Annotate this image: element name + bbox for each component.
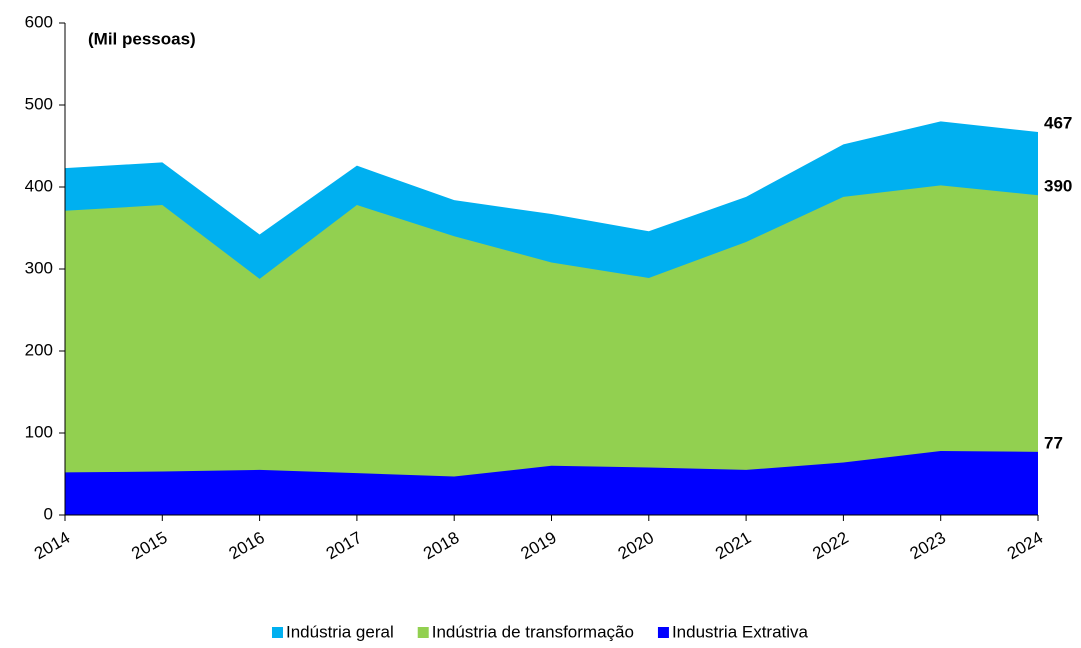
legend-swatch: [657, 627, 669, 638]
legend-swatch: [417, 627, 429, 638]
x-tick-label: 2020: [615, 528, 657, 563]
area: [65, 451, 1038, 515]
data-label: 390: [1044, 177, 1072, 196]
y-tick-label: 100: [25, 422, 53, 441]
legend-swatch: [271, 627, 283, 638]
x-tick-label: 2017: [323, 528, 365, 563]
x-tick-label: 2015: [128, 528, 170, 563]
x-tick-label: 2023: [907, 528, 949, 563]
area: [65, 185, 1038, 516]
legend-label: Indústria geral: [286, 622, 394, 641]
unit-annotation: (Mil pessoas): [88, 29, 196, 48]
x-tick-label: 2024: [1004, 528, 1046, 563]
y-tick-label: 0: [44, 504, 53, 523]
x-tick-label: 2021: [712, 528, 754, 563]
y-tick-label: 500: [25, 94, 53, 113]
legend-label: Industria Extrativa: [672, 622, 809, 641]
x-tick-label: 2014: [31, 528, 73, 563]
y-tick-label: 400: [25, 176, 53, 195]
x-tick-label: 2019: [517, 528, 559, 563]
y-tick-label: 600: [25, 12, 53, 31]
x-tick-label: 2016: [226, 528, 268, 563]
y-tick-label: 200: [25, 340, 53, 359]
data-label: 467: [1044, 114, 1072, 133]
legend-label: Indústria de transformação: [432, 622, 634, 641]
legend: Indústria geral Indústria de transformaçã…: [271, 622, 809, 641]
x-tick-label: 2018: [420, 528, 462, 563]
y-tick-label: 300: [25, 258, 53, 277]
x-tick-label: 2022: [809, 528, 851, 563]
data-label: 77: [1044, 433, 1063, 452]
